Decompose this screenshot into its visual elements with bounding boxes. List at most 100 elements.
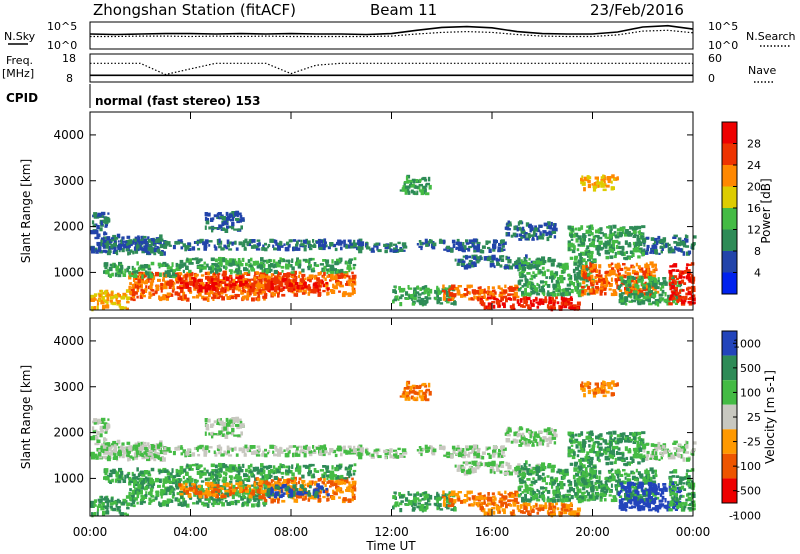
velocity-cell (216, 448, 220, 452)
power-cell (600, 180, 604, 184)
velocity-cell (365, 451, 369, 456)
power-cell (195, 240, 199, 244)
velocity-cell (335, 488, 338, 493)
velocity-cell (159, 457, 162, 461)
power-cell (283, 243, 286, 246)
power-cell (140, 235, 144, 240)
power-cell (268, 268, 273, 272)
velocity-cell (94, 442, 99, 446)
power-cell (149, 293, 153, 297)
velocity-cell (353, 445, 356, 451)
velocity-cell (141, 495, 145, 500)
velocity-cell (211, 502, 214, 506)
power-cell (219, 262, 223, 267)
power-cell (141, 294, 146, 298)
power-cell (238, 283, 242, 287)
velocity-cell (349, 484, 353, 489)
velocity-cell (502, 451, 505, 454)
power-cell (660, 284, 665, 289)
velocity-cell (246, 498, 251, 502)
power-cell (241, 244, 246, 248)
power-cell (590, 260, 594, 264)
power-cell (241, 279, 245, 284)
power-cell (599, 289, 602, 293)
velocity-cell (257, 503, 260, 508)
power-cell (425, 183, 428, 188)
power-cell (564, 291, 569, 297)
power-cell (125, 307, 129, 311)
power-cell (237, 260, 242, 264)
velocity-cell (147, 485, 150, 489)
velocity-cell (443, 454, 447, 457)
power-cell (532, 290, 536, 295)
power-cell (159, 272, 162, 277)
power-cell (416, 190, 419, 196)
power-cell (304, 244, 307, 247)
nsearch-tick-bottom: 10^0 (708, 39, 738, 52)
power-cell (413, 294, 418, 297)
power-cell (184, 276, 188, 281)
power-cell (241, 295, 246, 300)
power-cell (448, 292, 454, 297)
power-cell (370, 250, 375, 253)
power-cell (235, 276, 239, 279)
velocity-cell (201, 501, 205, 506)
velocity-cell (686, 441, 689, 445)
velocity-cell (266, 482, 272, 487)
power-cell (294, 282, 299, 286)
velocity-cell (257, 478, 260, 481)
power-cell (594, 289, 599, 294)
velocity-cell (286, 447, 290, 452)
velocity-cell (137, 442, 140, 447)
velocity-cell (304, 495, 307, 500)
velocity-cell (267, 451, 270, 455)
velocity-cell (243, 502, 246, 506)
velocity-cell (471, 469, 475, 474)
velocity-cell (416, 449, 419, 452)
velocity-cell (195, 500, 200, 505)
power-cell (572, 245, 576, 250)
power-cell (300, 243, 305, 247)
power-cell (576, 301, 581, 306)
velocity-cell (339, 490, 344, 494)
power-cell (616, 269, 620, 273)
power-cell (572, 304, 577, 307)
power-cell (179, 281, 184, 285)
power-cell (496, 300, 501, 305)
velocity-cell (452, 450, 456, 454)
power-cell (547, 290, 550, 294)
velocity-cell (100, 507, 105, 511)
power-cell (413, 287, 417, 291)
power-cell (98, 298, 101, 302)
power-cell (112, 234, 117, 239)
power-cell (288, 259, 291, 264)
power-cell (443, 248, 447, 251)
power-cell (107, 248, 111, 253)
velocity-cell (446, 451, 451, 456)
power-cell (585, 277, 589, 282)
power-cell (680, 242, 684, 246)
velocity-cell (674, 452, 677, 456)
power-cell (242, 257, 245, 262)
power-cell (416, 185, 421, 190)
power-cell (513, 307, 516, 311)
power-cell (624, 270, 627, 274)
velocity-cell (340, 452, 343, 457)
power-cell (263, 264, 266, 268)
velocity-cell (270, 483, 275, 489)
power-cell (463, 245, 467, 250)
power-cell (136, 261, 139, 266)
power-cell (114, 272, 117, 277)
power-cell (521, 274, 526, 278)
power-cell (629, 289, 633, 294)
velocity-cell (338, 480, 344, 485)
power-cell (517, 221, 520, 226)
power-cell (637, 289, 641, 292)
power-cell (538, 224, 543, 228)
power-cell (679, 270, 682, 273)
power-cell (631, 275, 635, 279)
power-cell (451, 297, 455, 301)
power-cell (628, 279, 632, 284)
power-cell (264, 247, 268, 252)
power-cell (595, 286, 600, 292)
